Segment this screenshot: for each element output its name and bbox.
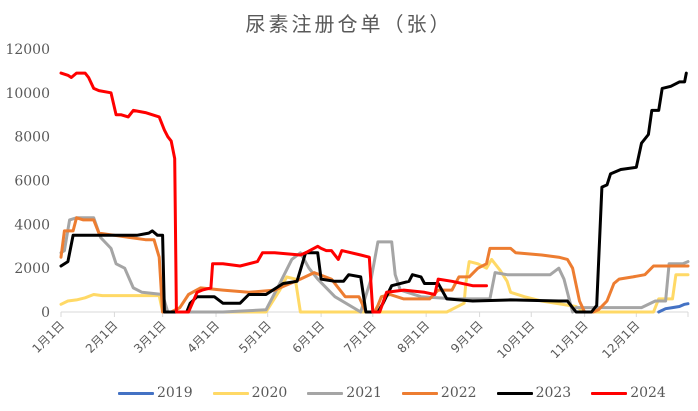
legend-swatch [118,391,154,395]
y-tick-label: 0 [41,305,50,321]
y-axis: 0 2000 4000 6000 8000 10000 12000 [5,42,50,321]
x-tick-label: 8月1日 [395,318,433,356]
chart-title: 尿素注册仓单（张） [245,12,453,36]
series-line-2019 [657,302,690,314]
x-tick-label: 11月1日 [548,318,591,361]
x-tick-label: 3月1日 [131,318,169,356]
x-axis: 1月1日 2月1日 3月1日 4月1日 5月1日 6月1日 7月1日 8月1日 9月1日 10月1… [29,311,689,361]
y-tick-label: 10000 [5,86,50,102]
y-tick-label: 6000 [14,174,50,190]
legend-swatch [307,391,344,395]
y-tick-label: 4000 [14,217,50,233]
y-tick-label: 12000 [5,42,50,58]
x-tick-label: 10月1日 [494,318,537,361]
x-tick-label: 4月1日 [184,318,222,356]
legend-item-2019: 2019 [118,385,193,401]
x-tick-label: 7月1日 [341,318,379,356]
x-tick-label: 12月1日 [599,318,642,361]
x-tick-label: 1月1日 [29,318,67,356]
plot-area [59,71,690,314]
x-tick-label: 5月1日 [236,318,274,356]
legend-item-2022: 2022 [401,385,477,401]
series-line-2024 [59,71,488,314]
legend-item-2024: 2024 [591,385,666,401]
x-tick-label: 2月1日 [83,318,121,356]
legend-swatch [212,391,249,395]
legend-item-2023: 2023 [496,385,571,401]
y-tick-label: 2000 [14,261,50,277]
x-tick-label: 6月1日 [290,318,328,356]
legend-swatch [401,391,438,395]
legend-item-2020: 2020 [212,385,287,401]
legend-swatch [591,391,628,395]
legend: 2019 2020 2021 2022 2023 2024 [118,385,686,401]
legend-item-2021: 2021 [307,385,382,401]
legend-swatch [496,391,533,395]
series-line-2023 [59,71,688,314]
x-tick-label: 9月1日 [448,318,486,356]
y-tick-label: 8000 [14,130,50,146]
